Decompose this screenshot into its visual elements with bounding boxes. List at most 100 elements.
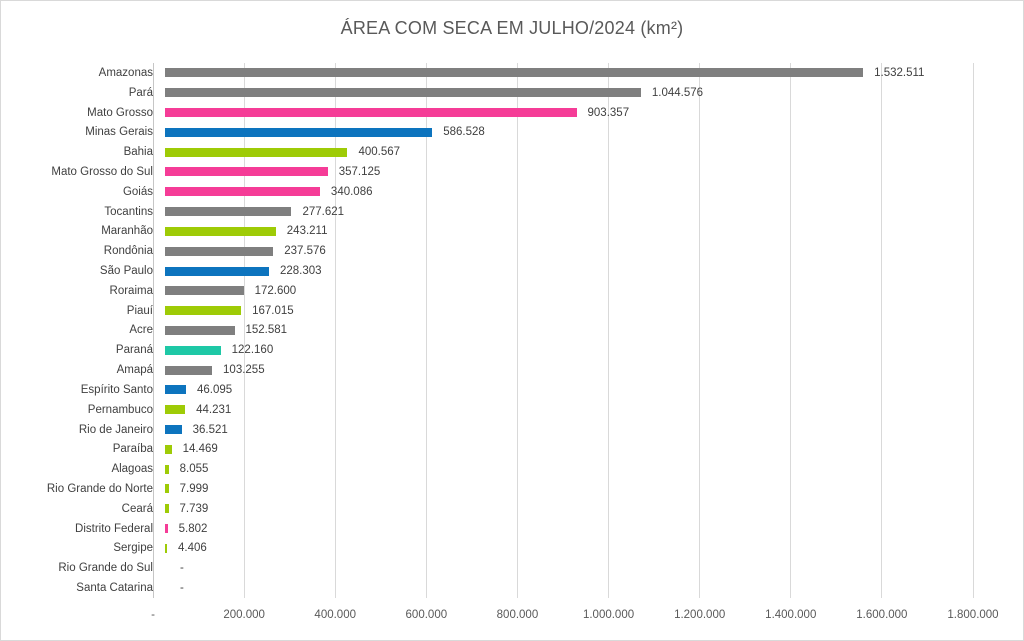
value-label: 122.160 [231,344,274,357]
value-label: 228.303 [280,265,322,278]
category-label: Paraná [115,344,153,357]
bar-track: 7.739 [165,499,973,519]
bar-track: 340.086 [165,182,973,202]
value-label: 1.532.511 [874,66,925,79]
value-label: 36.521 [192,423,228,436]
table-row: Acre 152.581 [11,321,973,341]
value-label: 1.044.576 [651,86,704,99]
table-row: Rio de Janeiro 36.521 [11,420,973,440]
bar-track: 357.125 [165,162,973,182]
bar [165,484,169,494]
bar-track: 586.528 [165,122,973,142]
value-label: 400.567 [358,146,401,159]
bar [165,345,221,355]
category-label: Santa Catarina [76,582,153,595]
gridline [699,63,701,598]
value-label: 167.015 [252,304,294,317]
table-row: Alagoas 8.055 [11,459,973,479]
value-label: 243.211 [286,225,328,238]
bar-track: 5.802 [165,519,973,539]
table-row: Paraná 122.160 [11,340,973,360]
bar [165,246,274,256]
value-label: 4.406 [178,542,207,555]
category-label: Acre [129,324,153,337]
gridline [608,63,610,598]
bar-track: 8.055 [165,459,973,479]
x-axis-tick-label: 800.000 [496,609,539,621]
table-row: Goiás 340.086 [11,182,973,202]
table-row: Santa Catarina - [11,578,973,598]
bar-track: 1.044.576 [165,83,973,103]
bar-track: 44.231 [165,400,973,420]
bar [165,325,235,335]
category-label: Ceará [121,502,153,515]
bar [165,543,167,553]
category-label: Alagoas [111,463,153,476]
bar-track: 903.357 [165,103,973,123]
table-row: Paraíba 14.469 [11,439,973,459]
bar-track: 4.406 [165,539,973,559]
value-label: 172.600 [254,284,297,297]
bar-track: 237.576 [165,241,973,261]
x-axis-tick-label: 600.000 [405,609,448,621]
table-row: Ceará 7.739 [11,499,973,519]
category-label: Tocantins [104,205,153,218]
value-label: 277.621 [302,205,345,218]
table-row: Minas Gerais 586.528 [11,122,973,142]
bar [165,524,168,534]
bar [165,266,269,276]
value-label: 903.357 [587,106,630,119]
value-label: 357.125 [338,165,381,178]
bar-track: 14.469 [165,439,973,459]
category-label: Paraíba [112,443,153,456]
table-row: Amapá 103.255 [11,360,973,380]
bar [165,207,292,217]
category-label: Amapá [116,364,153,377]
bar-track: - [165,578,973,598]
gridline [516,63,518,598]
table-row: Piauí 167.015 [11,301,973,321]
bar-track: 46.095 [165,380,973,400]
bar-track: 103.255 [165,360,973,380]
gridline [881,63,883,598]
table-row: Amazonas 1.532.511 [11,63,973,83]
category-label: Piauí [126,304,153,317]
value-label: - [180,562,184,575]
table-row: Rio Grande do Sul - [11,558,973,578]
gridline [243,63,245,598]
category-label: Rio Grande do Norte [46,482,153,495]
category-label: Pará [128,86,153,99]
gridline [334,63,336,598]
bar-rows: Amazonas 1.532.511 Pará 1.044.576 Mato Gross… [11,63,973,598]
category-label: Rio de Janeiro [78,423,153,436]
value-label: 14.469 [182,443,218,456]
bar [165,108,577,118]
x-axis-tick-label: 200.000 [223,609,265,621]
value-label: - [180,582,184,595]
value-label: 5.802 [178,522,208,535]
chart-title: ÁREA COM SECA EM JULHO/2024 (km²) [340,18,684,38]
bar [165,147,348,157]
bar [165,464,169,474]
bar [165,385,186,395]
table-row: Roraima 172.600 [11,281,973,301]
bar-track: 172.600 [165,281,973,301]
value-label: 8.055 [179,463,209,476]
category-label: Sergipe [113,542,153,555]
x-axis-tick-label: 1.400.000 [765,609,817,621]
bar [165,444,172,454]
table-row: Sergipe 4.406 [11,539,973,559]
bar [165,68,864,78]
table-row: São Paulo 228.303 [11,261,973,281]
category-label: Rio Grande do Sul [58,562,153,575]
bar-track: 36.521 [165,420,973,440]
x-axis-tick-label: 400.000 [314,609,357,621]
bar [165,286,244,296]
bar-track: 167.015 [165,301,973,321]
bar-track: 1.532.511 [165,63,973,83]
bar [165,425,182,435]
table-row: Distrito Federal 5.802 [11,519,973,539]
x-axis-tick-label: 1.800.000 [947,609,999,621]
bar [165,306,242,316]
